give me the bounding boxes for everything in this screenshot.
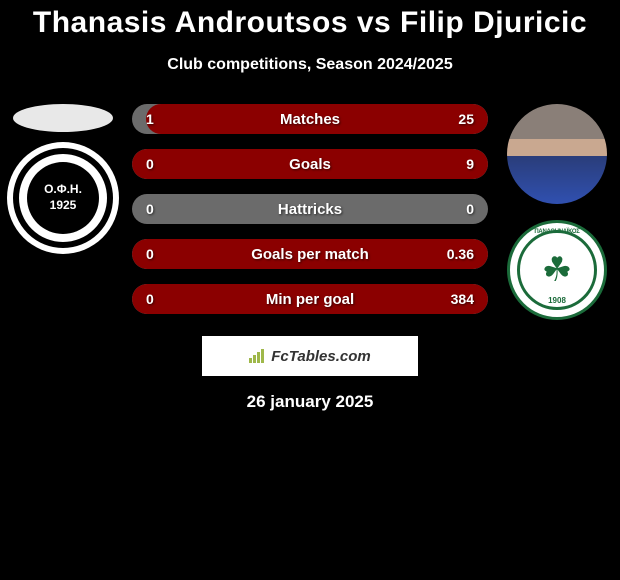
stat-bar: 0 Goals per match 0.36 [132, 239, 488, 269]
club-left-abbrev: Ο.Φ.Η. [44, 182, 82, 196]
stat-label: Min per goal [266, 291, 354, 308]
stat-bar: 0 Min per goal 384 [132, 284, 488, 314]
stat-label: Hattricks [278, 201, 342, 218]
club-right-year: 1908 [548, 296, 566, 305]
stat-value-left: 1 [146, 111, 154, 127]
stat-bar: 0 Goals 9 [132, 149, 488, 179]
main-row: Ο.Φ.Η. 1925 1Matches250Goals90Hattricks0… [0, 104, 620, 320]
left-player-column: Ο.Φ.Η. 1925 [8, 104, 118, 248]
stat-value-right: 25 [458, 111, 474, 127]
player-left-photo [13, 104, 113, 132]
page-title: Thanasis Androutsos vs Filip Djuricic [0, 6, 620, 40]
stat-value-right: 0 [466, 201, 474, 217]
stat-bar: 0 Hattricks 0 [132, 194, 488, 224]
date-text: 26 january 2025 [0, 392, 620, 412]
stat-value-right: 9 [466, 156, 474, 172]
club-left-year: 1925 [50, 198, 77, 212]
stat-value-left: 0 [146, 291, 154, 307]
stat-label: Goals [289, 156, 331, 173]
club-badge-left-text: Ο.Φ.Η. 1925 [44, 182, 82, 213]
stat-value-left: 0 [146, 156, 154, 172]
attribution-text: FcTables.com [271, 348, 370, 365]
player-right-photo [507, 104, 607, 204]
stat-value-right: 0.36 [447, 246, 474, 262]
subtitle: Club competitions, Season 2024/2025 [0, 56, 620, 74]
club-right-name-arc: ΠΑΝΑΘΗΝΑΪΚΟΣ [534, 229, 579, 235]
shamrock-icon: ☘ [542, 253, 572, 287]
club-badge-right: ΠΑΝΑΘΗΝΑΪΚΟΣ ☘ 1908 [507, 220, 607, 320]
bar-chart-icon [249, 349, 267, 363]
club-badge-left: Ο.Φ.Η. 1925 [13, 148, 113, 248]
comparison-infographic: Thanasis Androutsos vs Filip Djuricic Cl… [0, 0, 620, 412]
attribution-box: FcTables.com [202, 336, 418, 376]
stat-value-left: 0 [146, 201, 154, 217]
stat-label: Goals per match [251, 246, 369, 263]
stat-bar: 1 Matches 25 [132, 104, 488, 134]
stat-label: Matches [280, 111, 340, 128]
stat-value-left: 0 [146, 246, 154, 262]
stats-column: 1 Matches 25 0 Goals 9 0 Hattricks 0 0 Goals per m… [118, 104, 502, 314]
stat-value-right: 384 [451, 291, 474, 307]
right-player-column: ΠΑΝΑΘΗΝΑΪΚΟΣ ☘ 1908 [502, 104, 612, 320]
